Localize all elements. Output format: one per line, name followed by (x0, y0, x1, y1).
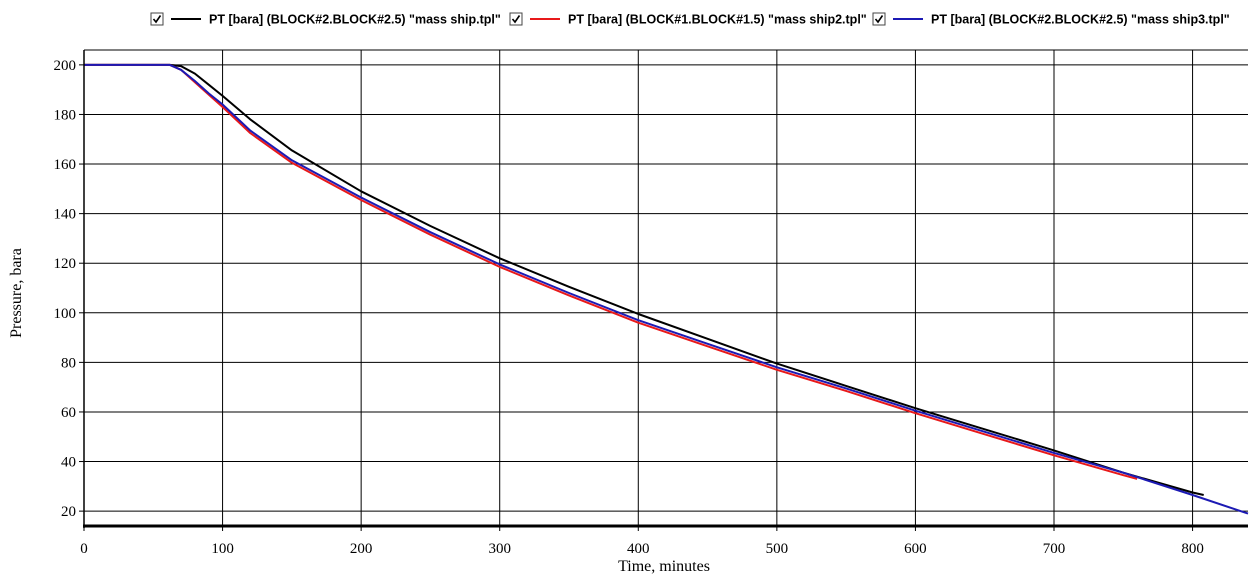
y-tick-label: 180 (54, 107, 77, 123)
x-tick-label: 0 (80, 541, 88, 557)
x-axis-ticks: 0 100 200 300 400 500 600 700 800 (80, 526, 1204, 557)
y-axis-ticks: 20 40 60 80 100 120 140 160 180 200 (54, 58, 84, 520)
legend-label: PT [bara] (BLOCK#2.BLOCK#2.5) "mass ship… (931, 13, 1230, 27)
checkmark-icon (511, 15, 521, 24)
x-tick-label: 800 (1181, 541, 1204, 557)
y-tick-label: 200 (54, 58, 77, 74)
checkmark-icon (874, 15, 884, 24)
legend-checkbox[interactable] (150, 12, 164, 26)
plot-area (84, 50, 1248, 526)
legend-item-3[interactable]: PT [bara] (BLOCK#2.BLOCK#2.5) "mass ship… (872, 12, 1230, 27)
y-tick-label: 160 (54, 157, 77, 173)
x-tick-label: 700 (1043, 541, 1066, 557)
y-tick-label: 20 (61, 504, 76, 520)
legend-checkbox[interactable] (872, 12, 886, 26)
checkmark-icon (152, 15, 162, 24)
x-tick-label: 400 (627, 541, 650, 557)
legend-label: PT [bara] (BLOCK#2.BLOCK#2.5) "mass ship… (209, 13, 501, 27)
x-tick-label: 600 (904, 541, 927, 557)
y-axis-title: Pressure, bara (8, 248, 25, 338)
series-line-3 (84, 63, 1249, 515)
x-tick-label: 500 (766, 541, 789, 557)
x-tick-label: 300 (488, 541, 511, 557)
x-axis-title: Time, minutes (618, 558, 710, 575)
series-line-1 (84, 63, 1204, 496)
legend-item-2[interactable]: PT [bara] (BLOCK#1.BLOCK#1.5) "mass ship… (509, 12, 867, 27)
legend-checkbox[interactable] (509, 12, 523, 26)
y-tick-label: 60 (61, 405, 76, 421)
y-tick-label: 80 (61, 355, 76, 371)
x-tick-label: 200 (350, 541, 373, 557)
y-tick-label: 120 (54, 256, 77, 272)
y-tick-label: 140 (54, 207, 77, 223)
series-layer (84, 63, 1249, 515)
grid (84, 50, 1248, 526)
legend: PT [bara] (BLOCK#2.BLOCK#2.5) "mass ship… (150, 12, 1230, 27)
legend-item-1[interactable]: PT [bara] (BLOCK#2.BLOCK#2.5) "mass ship… (150, 12, 501, 27)
y-tick-label: 40 (61, 455, 76, 471)
y-tick-label: 100 (54, 306, 77, 322)
plot-background (84, 50, 1248, 526)
legend-label: PT [bara] (BLOCK#1.BLOCK#1.5) "mass ship… (568, 13, 867, 27)
x-tick-label: 100 (211, 541, 234, 557)
